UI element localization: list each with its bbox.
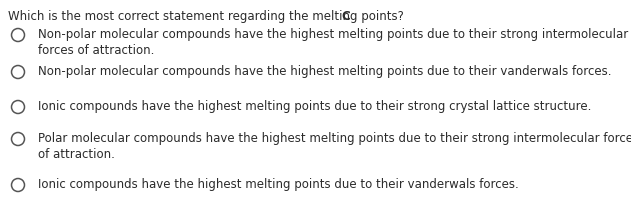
Text: Non-polar molecular compounds have the highest melting points due to their stron: Non-polar molecular compounds have the h… <box>38 28 628 57</box>
Text: Which is the most correct statement regarding the melting points?: Which is the most correct statement rega… <box>8 10 408 23</box>
Text: Polar molecular compounds have the highest melting points due to their strong in: Polar molecular compounds have the highe… <box>38 132 631 162</box>
Text: Non-polar molecular compounds have the highest melting points due to their vande: Non-polar molecular compounds have the h… <box>38 65 611 78</box>
Text: Ionic compounds have the highest melting points due to their strong crystal latt: Ionic compounds have the highest melting… <box>38 100 591 113</box>
Text: Ionic compounds have the highest melting points due to their vanderwals forces.: Ionic compounds have the highest melting… <box>38 178 519 191</box>
Text: C: C <box>341 10 350 23</box>
